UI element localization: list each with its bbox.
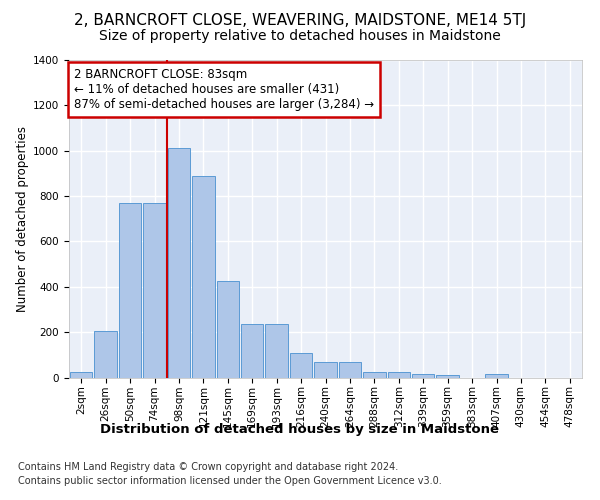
Bar [412,374,434,378]
Bar [436,375,459,378]
Bar [217,281,239,378]
Bar [338,362,361,378]
Bar [143,203,166,378]
Bar [241,324,263,378]
Y-axis label: Number of detached properties: Number of detached properties [16,126,29,312]
Bar [119,203,142,378]
Bar [167,148,190,378]
Text: Contains HM Land Registry data © Crown copyright and database right 2024.: Contains HM Land Registry data © Crown c… [18,462,398,472]
Text: Size of property relative to detached houses in Maidstone: Size of property relative to detached ho… [99,29,501,43]
Bar [192,176,215,378]
Bar [363,372,386,378]
Bar [70,372,92,378]
Text: 2 BARNCROFT CLOSE: 83sqm
← 11% of detached houses are smaller (431)
87% of semi-: 2 BARNCROFT CLOSE: 83sqm ← 11% of detach… [74,68,374,111]
Text: Distribution of detached houses by size in Maidstone: Distribution of detached houses by size … [101,422,499,436]
Text: 2, BARNCROFT CLOSE, WEAVERING, MAIDSTONE, ME14 5TJ: 2, BARNCROFT CLOSE, WEAVERING, MAIDSTONE… [74,12,526,28]
Bar [388,372,410,378]
Bar [265,324,288,378]
Bar [290,352,313,378]
Text: Contains public sector information licensed under the Open Government Licence v3: Contains public sector information licen… [18,476,442,486]
Bar [94,331,117,378]
Bar [485,374,508,378]
Bar [314,362,337,378]
